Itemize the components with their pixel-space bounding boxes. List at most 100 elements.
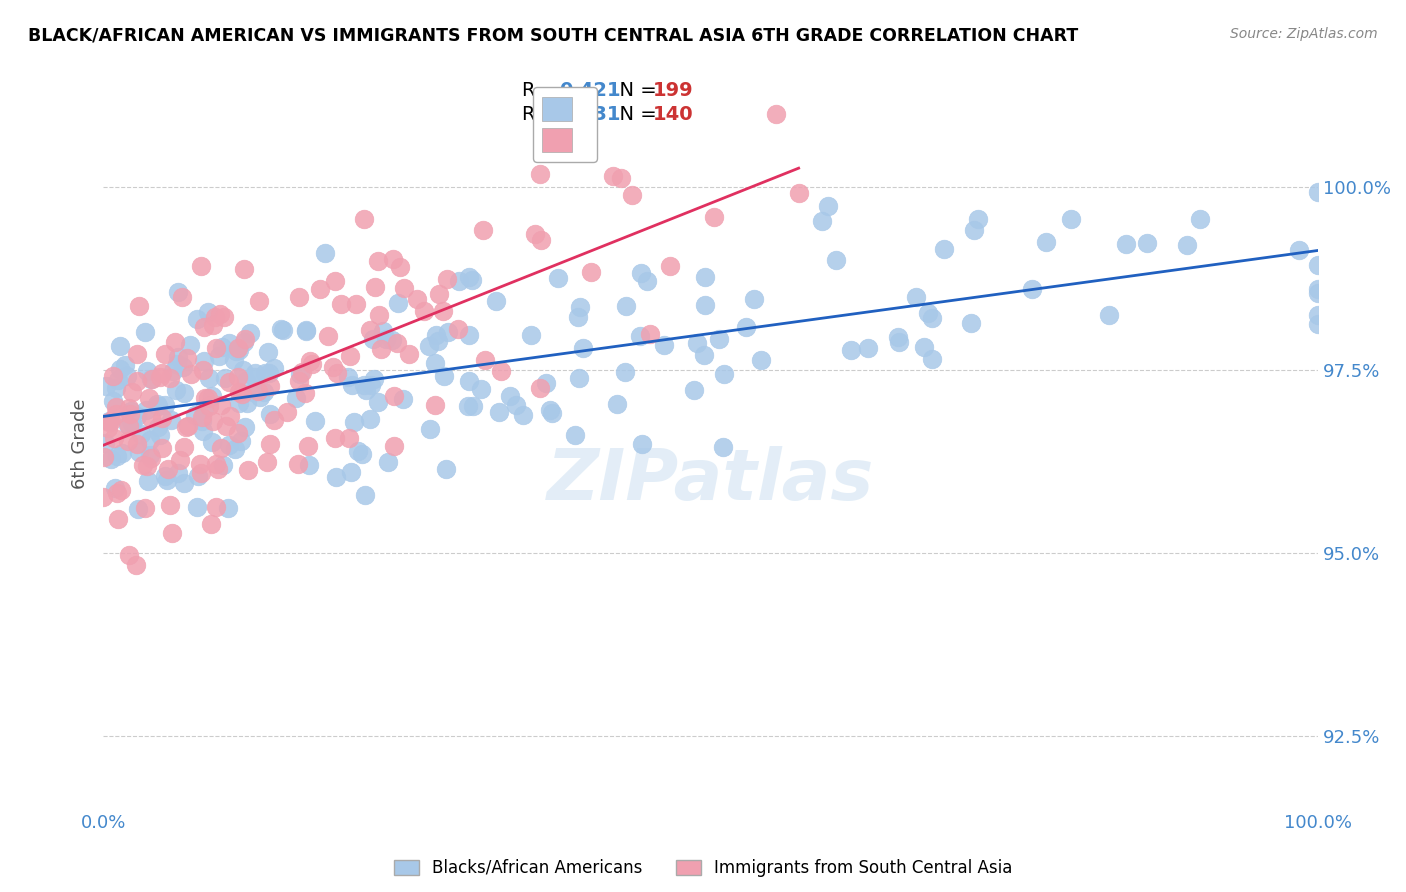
Point	[191, 409, 214, 424]
Point	[359, 412, 381, 426]
Point	[368, 308, 391, 322]
Point	[887, 335, 910, 350]
Point	[628, 329, 651, 343]
Point	[156, 473, 179, 487]
Point	[433, 368, 456, 383]
Point	[568, 370, 591, 384]
Point	[271, 323, 294, 337]
Point	[488, 405, 510, 419]
Point	[742, 292, 765, 306]
Point	[337, 369, 360, 384]
Point	[298, 458, 321, 473]
Point	[233, 261, 256, 276]
Point	[173, 476, 195, 491]
Point	[343, 415, 366, 429]
Point	[187, 468, 209, 483]
Point	[132, 458, 155, 473]
Point	[235, 374, 257, 388]
Point	[136, 364, 159, 378]
Text: BLACK/AFRICAN AMERICAN VS IMMIGRANTS FROM SOUTH CENTRAL ASIA 6TH GRADE CORRELATI: BLACK/AFRICAN AMERICAN VS IMMIGRANTS FRO…	[28, 27, 1078, 45]
Point	[960, 316, 983, 330]
Legend: Blacks/African Americans, Immigrants from South Central Asia: Blacks/African Americans, Immigrants fro…	[387, 853, 1019, 884]
Point	[125, 409, 148, 423]
Point	[530, 233, 553, 247]
Point	[419, 422, 441, 436]
Text: R =: R =	[522, 105, 565, 124]
Point	[613, 365, 636, 379]
Point	[177, 418, 200, 433]
Point	[172, 359, 194, 374]
Point	[150, 410, 173, 425]
Point	[93, 490, 115, 504]
Point	[735, 320, 758, 334]
Text: N =: N =	[607, 105, 664, 124]
Point	[387, 296, 409, 310]
Point	[104, 408, 127, 422]
Point	[295, 323, 318, 337]
Point	[610, 170, 633, 185]
Point	[1189, 211, 1212, 226]
Point	[367, 253, 389, 268]
Point	[160, 413, 183, 427]
Point	[564, 428, 586, 442]
Point	[749, 353, 772, 368]
Point	[353, 377, 375, 392]
Point	[461, 400, 484, 414]
Point	[339, 431, 361, 445]
Point	[229, 434, 252, 449]
Point	[1175, 237, 1198, 252]
Point	[707, 332, 730, 346]
Point	[1035, 235, 1057, 249]
Point	[128, 299, 150, 313]
Point	[276, 405, 298, 419]
Point	[294, 386, 316, 401]
Point	[204, 500, 226, 514]
Point	[325, 470, 347, 484]
Point	[360, 377, 382, 392]
Point	[173, 385, 195, 400]
Point	[382, 439, 405, 453]
Point	[162, 364, 184, 378]
Point	[457, 328, 479, 343]
Point	[107, 511, 129, 525]
Point	[318, 328, 340, 343]
Point	[263, 413, 285, 427]
Point	[447, 275, 470, 289]
Point	[912, 340, 935, 354]
Point	[323, 274, 346, 288]
Point	[423, 398, 446, 412]
Text: 140: 140	[652, 105, 693, 124]
Point	[139, 450, 162, 465]
Point	[1308, 185, 1330, 199]
Point	[711, 440, 734, 454]
Point	[193, 401, 215, 416]
Point	[692, 348, 714, 362]
Point	[207, 349, 229, 363]
Legend: , : ,	[533, 87, 598, 161]
Point	[218, 336, 240, 351]
Point	[377, 455, 399, 469]
Point	[314, 246, 336, 260]
Point	[204, 310, 226, 324]
Point	[523, 227, 546, 242]
Point	[713, 367, 735, 381]
Point	[367, 394, 389, 409]
Point	[218, 438, 240, 452]
Point	[191, 363, 214, 377]
Point	[458, 374, 481, 388]
Text: 0.421: 0.421	[558, 81, 620, 100]
Point	[233, 334, 256, 349]
Point	[534, 376, 557, 390]
Point	[259, 437, 281, 451]
Point	[631, 437, 654, 451]
Point	[207, 462, 229, 476]
Point	[200, 516, 222, 531]
Point	[166, 357, 188, 371]
Point	[197, 391, 219, 405]
Point	[787, 186, 810, 200]
Point	[529, 167, 551, 181]
Point	[505, 398, 527, 412]
Point	[567, 310, 589, 324]
Point	[134, 325, 156, 339]
Point	[159, 371, 181, 385]
